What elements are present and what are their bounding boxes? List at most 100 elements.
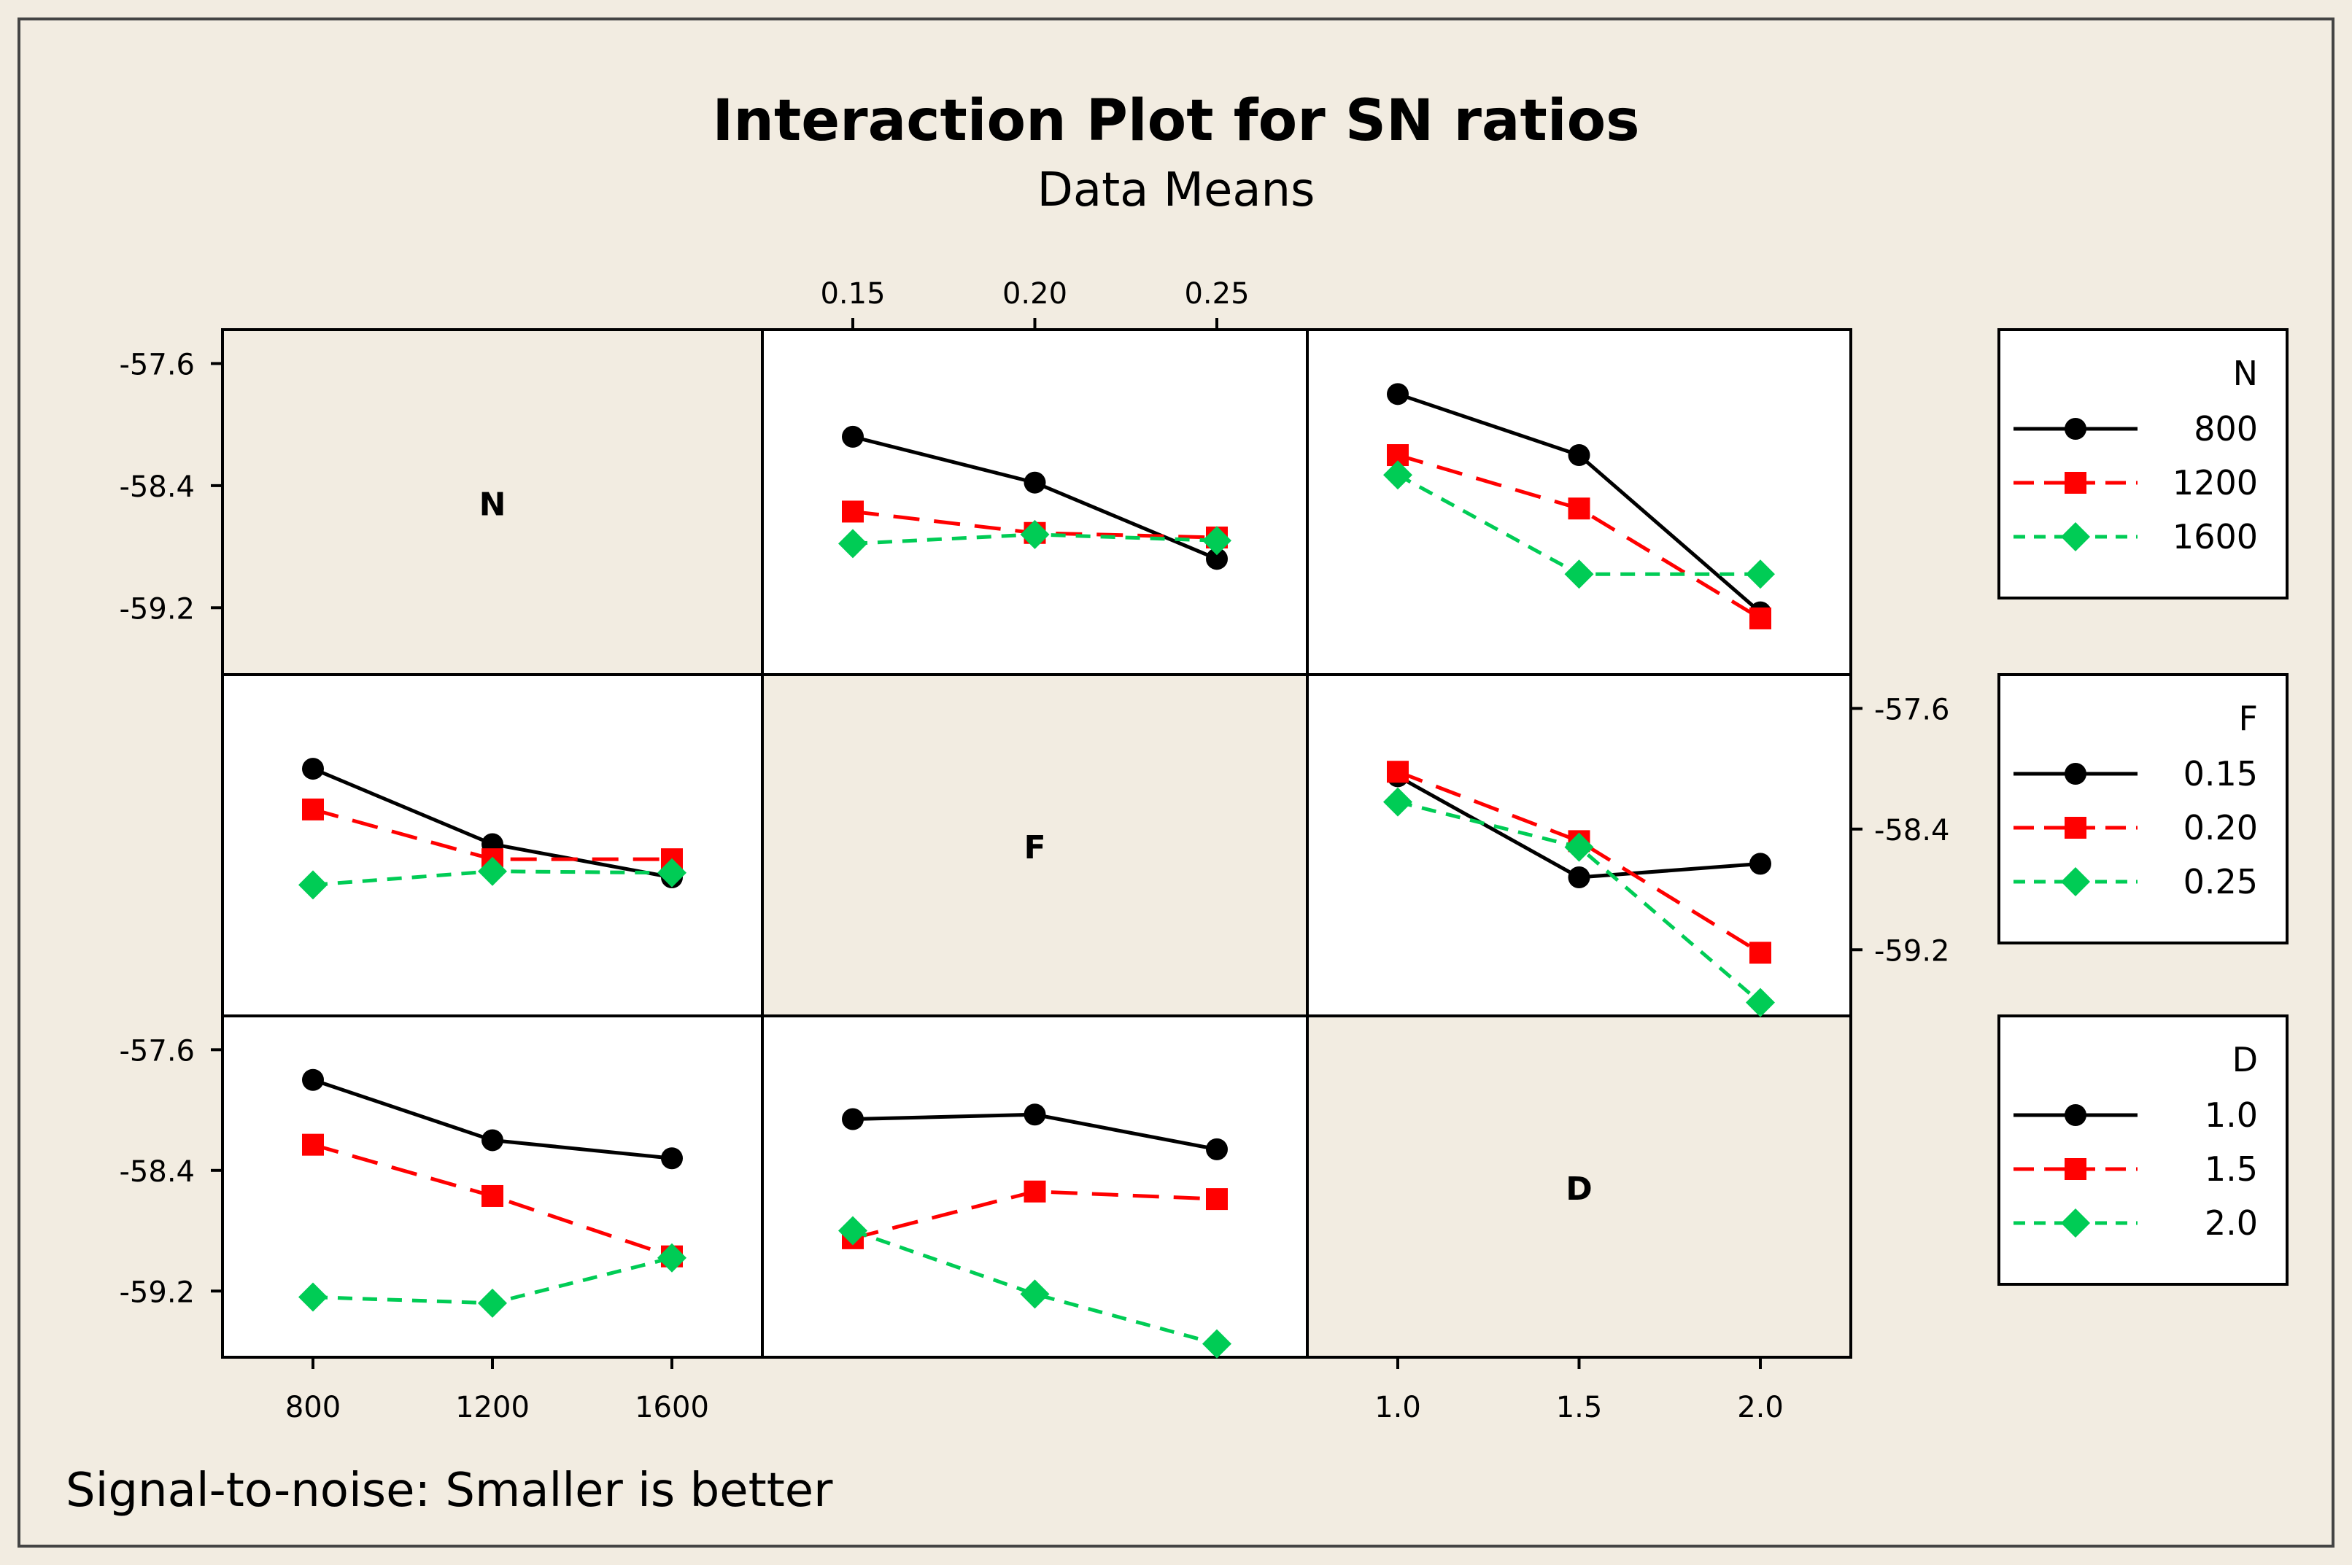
y-tick-label: -57.6 xyxy=(1874,693,1950,726)
data-point-D-1.5 xyxy=(1206,1188,1228,1211)
x-tick-label: 0.20 xyxy=(1002,277,1067,311)
data-point-D-1.0 xyxy=(842,1108,864,1130)
x-tick-label: 1200 xyxy=(455,1391,530,1424)
legend-box xyxy=(1997,673,2289,944)
legend-label: 800 xyxy=(2194,409,2258,449)
panel-N-vs-D xyxy=(1383,383,1775,629)
data-point-F-0.20 xyxy=(1387,761,1409,783)
data-point-F-0.25 xyxy=(298,870,328,900)
data-point-N-800 xyxy=(842,425,864,448)
data-point-F-0.20 xyxy=(302,798,324,820)
panel-D-vs-F xyxy=(838,1103,1231,1359)
data-point-D-2.0 xyxy=(298,1282,328,1312)
y-tick-label: -58.4 xyxy=(120,1155,196,1189)
data-point-D-1.0 xyxy=(661,1147,683,1170)
legend-marker xyxy=(2065,418,2086,440)
y-tick-label: -57.6 xyxy=(120,348,196,381)
data-point-D-1.0 xyxy=(302,1068,324,1091)
legend-label: 1.0 xyxy=(2205,1095,2258,1135)
data-point-D-1.5 xyxy=(302,1133,324,1156)
y-axis-row-1: -57.6 -58.4 -59.2 xyxy=(1851,693,1950,968)
x-axis-N: 800 1200 1600 xyxy=(285,1357,709,1424)
diagonal-panel xyxy=(761,673,1309,1017)
y-tick-label: -58.4 xyxy=(1874,814,1950,847)
y-axis-row-0: -57.6 -58.4 -59.2 xyxy=(120,348,223,626)
legend-label: 0.15 xyxy=(2183,754,2258,793)
legend-box xyxy=(1997,1014,2289,1286)
legend-marker xyxy=(2061,522,2090,551)
y-tick-label: -58.4 xyxy=(120,470,196,504)
legend-marker xyxy=(2065,817,2086,839)
data-point-N-1200 xyxy=(1568,497,1590,520)
legend-marker xyxy=(2065,472,2086,494)
y-tick-label: -59.2 xyxy=(120,1276,196,1309)
data-point-F-0.25 xyxy=(657,858,686,888)
data-point-N-1200 xyxy=(842,500,864,523)
data-point-F-0.15 xyxy=(1749,853,1771,875)
x-axis-D: 1.0 1.5 2.0 xyxy=(1374,1357,1784,1424)
legend-F: F 0.15 0.20 0.25 xyxy=(1997,673,2289,944)
legend-marker xyxy=(2065,1158,2086,1180)
data-point-D-2.0 xyxy=(1020,1279,1050,1309)
legend-label: 0.20 xyxy=(2183,808,2258,847)
data-point-F-0.25 xyxy=(478,856,507,886)
data-point-D-2.0 xyxy=(657,1243,686,1273)
legend-label: 0.25 xyxy=(2183,862,2258,901)
data-point-N-800 xyxy=(1024,471,1046,494)
legend-D: D 1.0 1.5 2.0 xyxy=(1997,1014,2289,1286)
legend-N: N 800 1200 1600 xyxy=(1997,328,2289,599)
data-point-N-1600 xyxy=(1020,519,1050,549)
factor-label: F xyxy=(1024,829,1045,866)
data-point-F-0.15 xyxy=(1568,866,1590,888)
data-point-F-0.25 xyxy=(1564,832,1594,862)
x-tick-label: 1600 xyxy=(635,1391,709,1424)
legend-label: 1200 xyxy=(2173,463,2258,502)
data-point-N-1600 xyxy=(1383,460,1412,490)
data-point-F-0.15 xyxy=(302,758,324,780)
x-tick-label: 800 xyxy=(285,1391,341,1424)
data-point-N-800 xyxy=(1387,383,1409,405)
chart-footnote: Signal-to-noise: Smaller is better xyxy=(66,1464,833,1518)
legend-marker xyxy=(2065,1104,2086,1126)
panel-N-vs-F xyxy=(838,425,1231,570)
data-point-D-1.5 xyxy=(481,1184,503,1207)
data-point-N-1200 xyxy=(1749,607,1771,629)
legend-title: F xyxy=(2239,699,2258,738)
data-point-F-0.20 xyxy=(1749,942,1771,964)
data-point-N-1600 xyxy=(1202,526,1231,556)
panel-F-vs-D xyxy=(1383,761,1775,1017)
legends-layer: N 800 1200 1600 F 0.15 0.20 0.25 D 1.0 1.5 2.0 xyxy=(1997,328,2289,1286)
data-point-D-1.0 xyxy=(481,1129,503,1152)
data-point-D-2.0 xyxy=(838,1216,867,1246)
x-tick-label: 2.0 xyxy=(1737,1391,1784,1424)
x-tick-label: 0.25 xyxy=(1184,277,1249,311)
data-point-D-1.5 xyxy=(1024,1180,1046,1203)
y-tick-label: -57.6 xyxy=(120,1034,196,1068)
legend-label: 1600 xyxy=(2173,517,2258,556)
legend-title: N xyxy=(2233,354,2258,393)
panel-D-vs-N xyxy=(298,1068,686,1318)
figure-frame xyxy=(18,18,2334,1548)
series-line-F-0.20 xyxy=(1397,769,1762,955)
data-point-D-2.0 xyxy=(1202,1329,1231,1359)
legend-marker xyxy=(2065,763,2086,785)
data-point-N-1600 xyxy=(1564,559,1594,589)
factor-label: D xyxy=(1566,1171,1593,1208)
panel-F-vs-N xyxy=(298,758,686,900)
data-point-D-1.0 xyxy=(1206,1138,1228,1160)
x-tick-label: 1.5 xyxy=(1556,1391,1603,1424)
diagonal-panel xyxy=(221,328,764,676)
data-point-F-0.25 xyxy=(1383,787,1412,817)
legend-box xyxy=(1997,328,2289,599)
data-point-N-800 xyxy=(1206,548,1228,570)
factor-label: N xyxy=(479,486,506,524)
data-point-D-2.0 xyxy=(478,1288,507,1318)
x-tick-label: 1.0 xyxy=(1374,1391,1421,1424)
panels-layer: NFD-57.6-58.4-59.2-57.6-58.4-59.2-57.6-5… xyxy=(120,277,1950,1424)
data-point-N-1600 xyxy=(1746,559,1775,589)
legend-label: 1.5 xyxy=(2205,1149,2258,1189)
x-axis-F: 0.15 0.20 0.25 xyxy=(820,277,1250,330)
data-point-D-1.0 xyxy=(1024,1103,1046,1126)
